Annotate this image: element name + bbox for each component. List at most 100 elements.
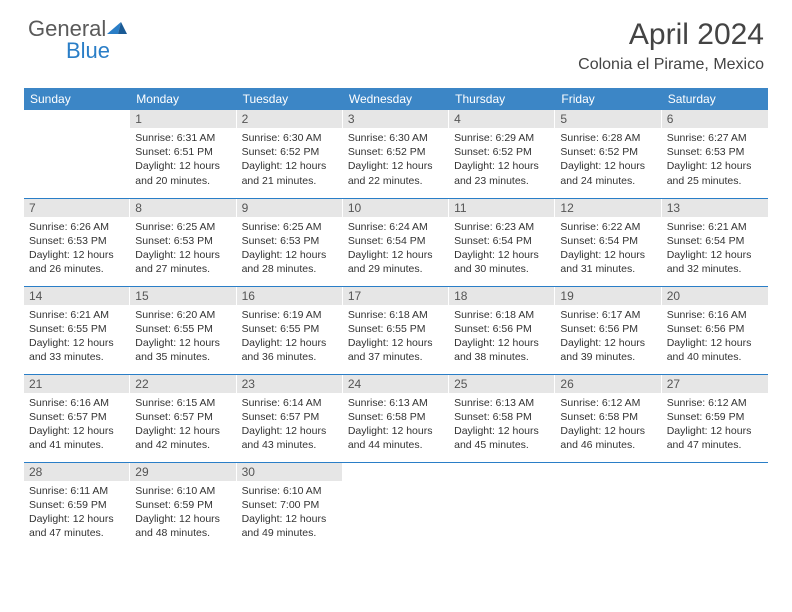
calendar-day-cell: 26Sunrise: 6:12 AMSunset: 6:58 PMDayligh… xyxy=(555,374,661,462)
sunset-text: Sunset: 6:55 PM xyxy=(135,322,231,336)
day-number: 7 xyxy=(24,199,130,217)
day-number: 10 xyxy=(343,199,449,217)
calendar-day-cell xyxy=(24,110,130,198)
day-number: 5 xyxy=(555,110,661,128)
daylight-text: Daylight: 12 hours and 29 minutes. xyxy=(348,248,444,276)
weekday-header: Tuesday xyxy=(237,88,343,110)
calendar-day-cell: 7Sunrise: 6:26 AMSunset: 6:53 PMDaylight… xyxy=(24,198,130,286)
calendar-day-cell xyxy=(343,462,449,550)
day-number: 12 xyxy=(555,199,661,217)
calendar-table: Sunday Monday Tuesday Wednesday Thursday… xyxy=(24,88,768,550)
day-number: 24 xyxy=(343,375,449,393)
sunrise-text: Sunrise: 6:21 AM xyxy=(29,308,125,322)
sunrise-text: Sunrise: 6:25 AM xyxy=(242,220,338,234)
sunrise-text: Sunrise: 6:22 AM xyxy=(560,220,656,234)
day-details: Sunrise: 6:12 AMSunset: 6:59 PMDaylight:… xyxy=(662,393,768,457)
sunset-text: Sunset: 6:59 PM xyxy=(667,410,763,424)
sunset-text: Sunset: 6:55 PM xyxy=(242,322,338,336)
day-details: Sunrise: 6:19 AMSunset: 6:55 PMDaylight:… xyxy=(237,305,343,369)
sunset-text: Sunset: 7:00 PM xyxy=(242,498,338,512)
daylight-text: Daylight: 12 hours and 30 minutes. xyxy=(454,248,550,276)
daylight-text: Daylight: 12 hours and 28 minutes. xyxy=(242,248,338,276)
calendar-day-cell: 17Sunrise: 6:18 AMSunset: 6:55 PMDayligh… xyxy=(343,286,449,374)
sunset-text: Sunset: 6:52 PM xyxy=(560,145,656,159)
day-details: Sunrise: 6:23 AMSunset: 6:54 PMDaylight:… xyxy=(449,217,555,281)
sunrise-text: Sunrise: 6:25 AM xyxy=(135,220,231,234)
daylight-text: Daylight: 12 hours and 35 minutes. xyxy=(135,336,231,364)
sunset-text: Sunset: 6:53 PM xyxy=(242,234,338,248)
weekday-header-row: Sunday Monday Tuesday Wednesday Thursday… xyxy=(24,88,768,110)
day-details: Sunrise: 6:24 AMSunset: 6:54 PMDaylight:… xyxy=(343,217,449,281)
calendar-day-cell: 18Sunrise: 6:18 AMSunset: 6:56 PMDayligh… xyxy=(449,286,555,374)
day-details: Sunrise: 6:13 AMSunset: 6:58 PMDaylight:… xyxy=(449,393,555,457)
day-number: 13 xyxy=(662,199,768,217)
day-details: Sunrise: 6:10 AMSunset: 7:00 PMDaylight:… xyxy=(237,481,343,545)
day-number: 25 xyxy=(449,375,555,393)
calendar-day-cell: 24Sunrise: 6:13 AMSunset: 6:58 PMDayligh… xyxy=(343,374,449,462)
day-details: Sunrise: 6:21 AMSunset: 6:54 PMDaylight:… xyxy=(662,217,768,281)
daylight-text: Daylight: 12 hours and 42 minutes. xyxy=(135,424,231,452)
day-details: Sunrise: 6:20 AMSunset: 6:55 PMDaylight:… xyxy=(130,305,236,369)
sunset-text: Sunset: 6:54 PM xyxy=(454,234,550,248)
title-block: April 2024 Colonia el Pirame, Mexico xyxy=(578,18,764,74)
daylight-text: Daylight: 12 hours and 40 minutes. xyxy=(667,336,763,364)
weekday-header: Wednesday xyxy=(343,88,449,110)
day-number: 19 xyxy=(555,287,661,305)
day-number: 26 xyxy=(555,375,661,393)
sunrise-text: Sunrise: 6:21 AM xyxy=(667,220,763,234)
day-details: Sunrise: 6:10 AMSunset: 6:59 PMDaylight:… xyxy=(130,481,236,545)
day-number: 4 xyxy=(449,110,555,128)
sunset-text: Sunset: 6:58 PM xyxy=(560,410,656,424)
logo-arrow-icon xyxy=(107,20,129,40)
day-details: Sunrise: 6:30 AMSunset: 6:52 PMDaylight:… xyxy=(343,128,449,192)
sunrise-text: Sunrise: 6:15 AM xyxy=(135,396,231,410)
calendar-day-cell: 6Sunrise: 6:27 AMSunset: 6:53 PMDaylight… xyxy=(662,110,768,198)
day-number: 30 xyxy=(237,463,343,481)
sunset-text: Sunset: 6:55 PM xyxy=(348,322,444,336)
day-number: 27 xyxy=(662,375,768,393)
day-number: 8 xyxy=(130,199,236,217)
day-number: 14 xyxy=(24,287,130,305)
sunset-text: Sunset: 6:54 PM xyxy=(560,234,656,248)
day-number: 21 xyxy=(24,375,130,393)
sunset-text: Sunset: 6:52 PM xyxy=(348,145,444,159)
day-details: Sunrise: 6:16 AMSunset: 6:56 PMDaylight:… xyxy=(662,305,768,369)
weekday-header: Thursday xyxy=(449,88,555,110)
daylight-text: Daylight: 12 hours and 33 minutes. xyxy=(29,336,125,364)
day-number: 17 xyxy=(343,287,449,305)
sunrise-text: Sunrise: 6:27 AM xyxy=(667,131,763,145)
sunrise-text: Sunrise: 6:23 AM xyxy=(454,220,550,234)
sunrise-text: Sunrise: 6:10 AM xyxy=(242,484,338,498)
daylight-text: Daylight: 12 hours and 39 minutes. xyxy=(560,336,656,364)
calendar-day-cell: 9 Sunrise: 6:25 AMSunset: 6:53 PMDaylight… xyxy=(237,198,343,286)
calendar-day-cell: 16Sunrise: 6:19 AMSunset: 6:55 PMDayligh… xyxy=(237,286,343,374)
day-details: Sunrise: 6:12 AMSunset: 6:58 PMDaylight:… xyxy=(555,393,661,457)
calendar-day-cell: 4Sunrise: 6:29 AMSunset: 6:52 PMDaylight… xyxy=(449,110,555,198)
sunset-text: Sunset: 6:57 PM xyxy=(135,410,231,424)
calendar-day-cell: 19Sunrise: 6:17 AMSunset: 6:56 PMDayligh… xyxy=(555,286,661,374)
sunset-text: Sunset: 6:57 PM xyxy=(29,410,125,424)
day-number: 1 xyxy=(130,110,236,128)
daylight-text: Daylight: 12 hours and 24 minutes. xyxy=(560,159,656,187)
daylight-text: Daylight: 12 hours and 48 minutes. xyxy=(135,512,231,540)
sunrise-text: Sunrise: 6:16 AM xyxy=(667,308,763,322)
calendar-day-cell: 2Sunrise: 6:30 AMSunset: 6:52 PMDaylight… xyxy=(237,110,343,198)
sunrise-text: Sunrise: 6:28 AM xyxy=(560,131,656,145)
day-details: Sunrise: 6:21 AMSunset: 6:55 PMDaylight:… xyxy=(24,305,130,369)
sunrise-text: Sunrise: 6:26 AM xyxy=(29,220,125,234)
calendar-day-cell: 3Sunrise: 6:30 AMSunset: 6:52 PMDaylight… xyxy=(343,110,449,198)
sunrise-text: Sunrise: 6:31 AM xyxy=(135,131,231,145)
sunset-text: Sunset: 6:58 PM xyxy=(348,410,444,424)
calendar-day-cell: 13Sunrise: 6:21 AMSunset: 6:54 PMDayligh… xyxy=(662,198,768,286)
daylight-text: Daylight: 12 hours and 44 minutes. xyxy=(348,424,444,452)
daylight-text: Daylight: 12 hours and 47 minutes. xyxy=(29,512,125,540)
sunrise-text: Sunrise: 6:11 AM xyxy=(29,484,125,498)
calendar-day-cell: 25Sunrise: 6:13 AMSunset: 6:58 PMDayligh… xyxy=(449,374,555,462)
sunset-text: Sunset: 6:57 PM xyxy=(242,410,338,424)
calendar-day-cell: 27Sunrise: 6:12 AMSunset: 6:59 PMDayligh… xyxy=(662,374,768,462)
day-number: 28 xyxy=(24,463,130,481)
calendar-day-cell: 8Sunrise: 6:25 AMSunset: 6:53 PMDaylight… xyxy=(130,198,236,286)
sunrise-text: Sunrise: 6:13 AM xyxy=(454,396,550,410)
sunrise-text: Sunrise: 6:20 AM xyxy=(135,308,231,322)
day-number: 9 xyxy=(237,199,343,217)
